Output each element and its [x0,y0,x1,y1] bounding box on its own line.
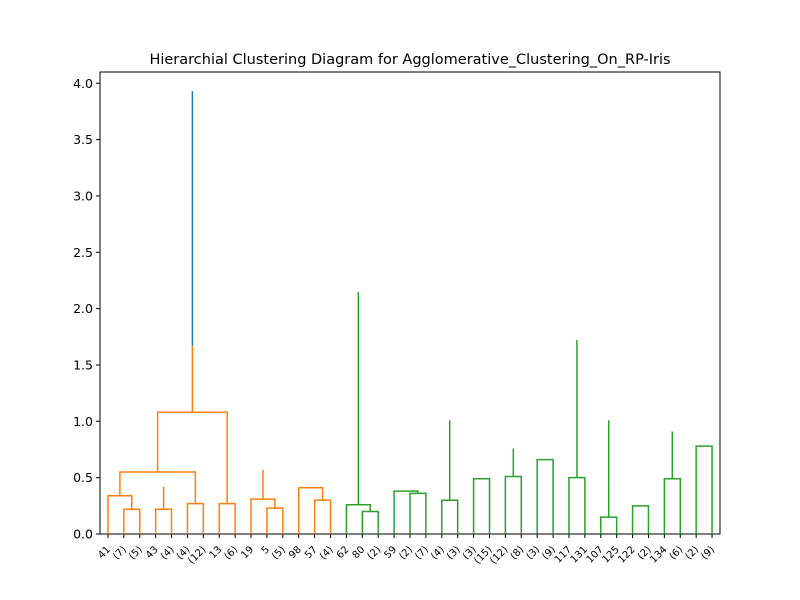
leaf-label-7: 13 [208,544,225,561]
link-4 [218,502,236,534]
leaf-label-14: (4) [318,544,336,562]
link-32 [695,445,713,534]
leaf-label-16: 80 [351,544,368,561]
leaf-label-17: (2) [366,544,384,562]
link-16 [409,492,427,534]
link-3 [186,502,205,534]
leaf-label-38: (9) [699,544,717,562]
link-0 [123,508,141,534]
y-tick-label-7: 3.5 [73,132,93,147]
link-1 [154,508,173,534]
dendrogram-links [107,91,713,534]
link-23 [536,458,554,534]
y-tick-label-4: 2.0 [73,301,93,316]
link-2 [107,494,133,534]
x-axis: 41(7)(5) 43(4)(4)(12) 13(6) 19 5(5) 98 57(4) 62… [96,534,717,567]
leaf-label-22: (3) [445,544,463,562]
link-17 [393,490,419,534]
leaf-label-35: 134 [648,544,669,565]
y-tick-label-2: 1.0 [73,414,93,429]
link-31 [663,478,682,534]
link-9 [313,499,332,534]
link-29 [631,505,650,534]
link-15 [345,503,372,534]
y-tick-label-3: 1.5 [73,357,93,372]
link-8 [250,498,276,534]
y-tick-label-5: 2.5 [73,245,93,260]
leaf-label-9: 19 [239,544,256,561]
leaf-label-33: 122 [616,544,637,565]
link-20 [472,478,491,534]
leaf-label-8: (6) [222,544,240,562]
leaf-label-36: (6) [668,544,686,562]
leaf-label-37: (2) [683,544,701,562]
link-28 [600,516,618,534]
leaf-label-2: (5) [127,544,145,562]
leaf-label-1: (7) [111,544,129,562]
leaf-label-15: 62 [335,544,352,561]
y-tick-label-1: 0.5 [73,470,93,485]
link-12 [156,411,228,504]
link-14 [361,510,379,534]
leaf-label-4: (4) [159,544,177,562]
leaf-label-18: 59 [382,544,399,561]
leaf-label-19: (2) [397,544,415,562]
link-27 [568,476,586,534]
leaf-label-27: (3) [525,544,543,562]
leaf-label-20: (7) [413,544,431,562]
link-7 [266,507,284,534]
leaf-label-3: 43 [144,544,161,561]
y-tick-label-6: 3.0 [73,188,93,203]
plot-area: 0.00.51.01.52.02.53.03.54.0 41(7)(5) 43(4… [73,71,721,567]
link-19 [441,499,459,534]
leaf-label-11: (5) [270,544,288,562]
y-tick-label-8: 4.0 [73,76,93,91]
leaf-label-0: 41 [96,544,113,561]
link-10 [297,487,324,534]
leaf-label-6: (12) [186,544,208,566]
leaf-label-26: (8) [509,544,527,562]
leaf-label-25: (12) [488,544,510,566]
link-22 [504,475,523,534]
y-tick-label-0: 0.0 [73,527,93,542]
y-axis: 0.0 0.5 1.0 1.5 2.0 2.5 3.0 3.5 4.0 [73,76,100,542]
chart-title: Hierarchial Clustering Diagram for Agglo… [149,52,670,68]
leaf-label-12: 98 [287,544,304,561]
leaf-label-13: 57 [303,544,320,561]
leaf-label-21: (4) [429,544,447,562]
